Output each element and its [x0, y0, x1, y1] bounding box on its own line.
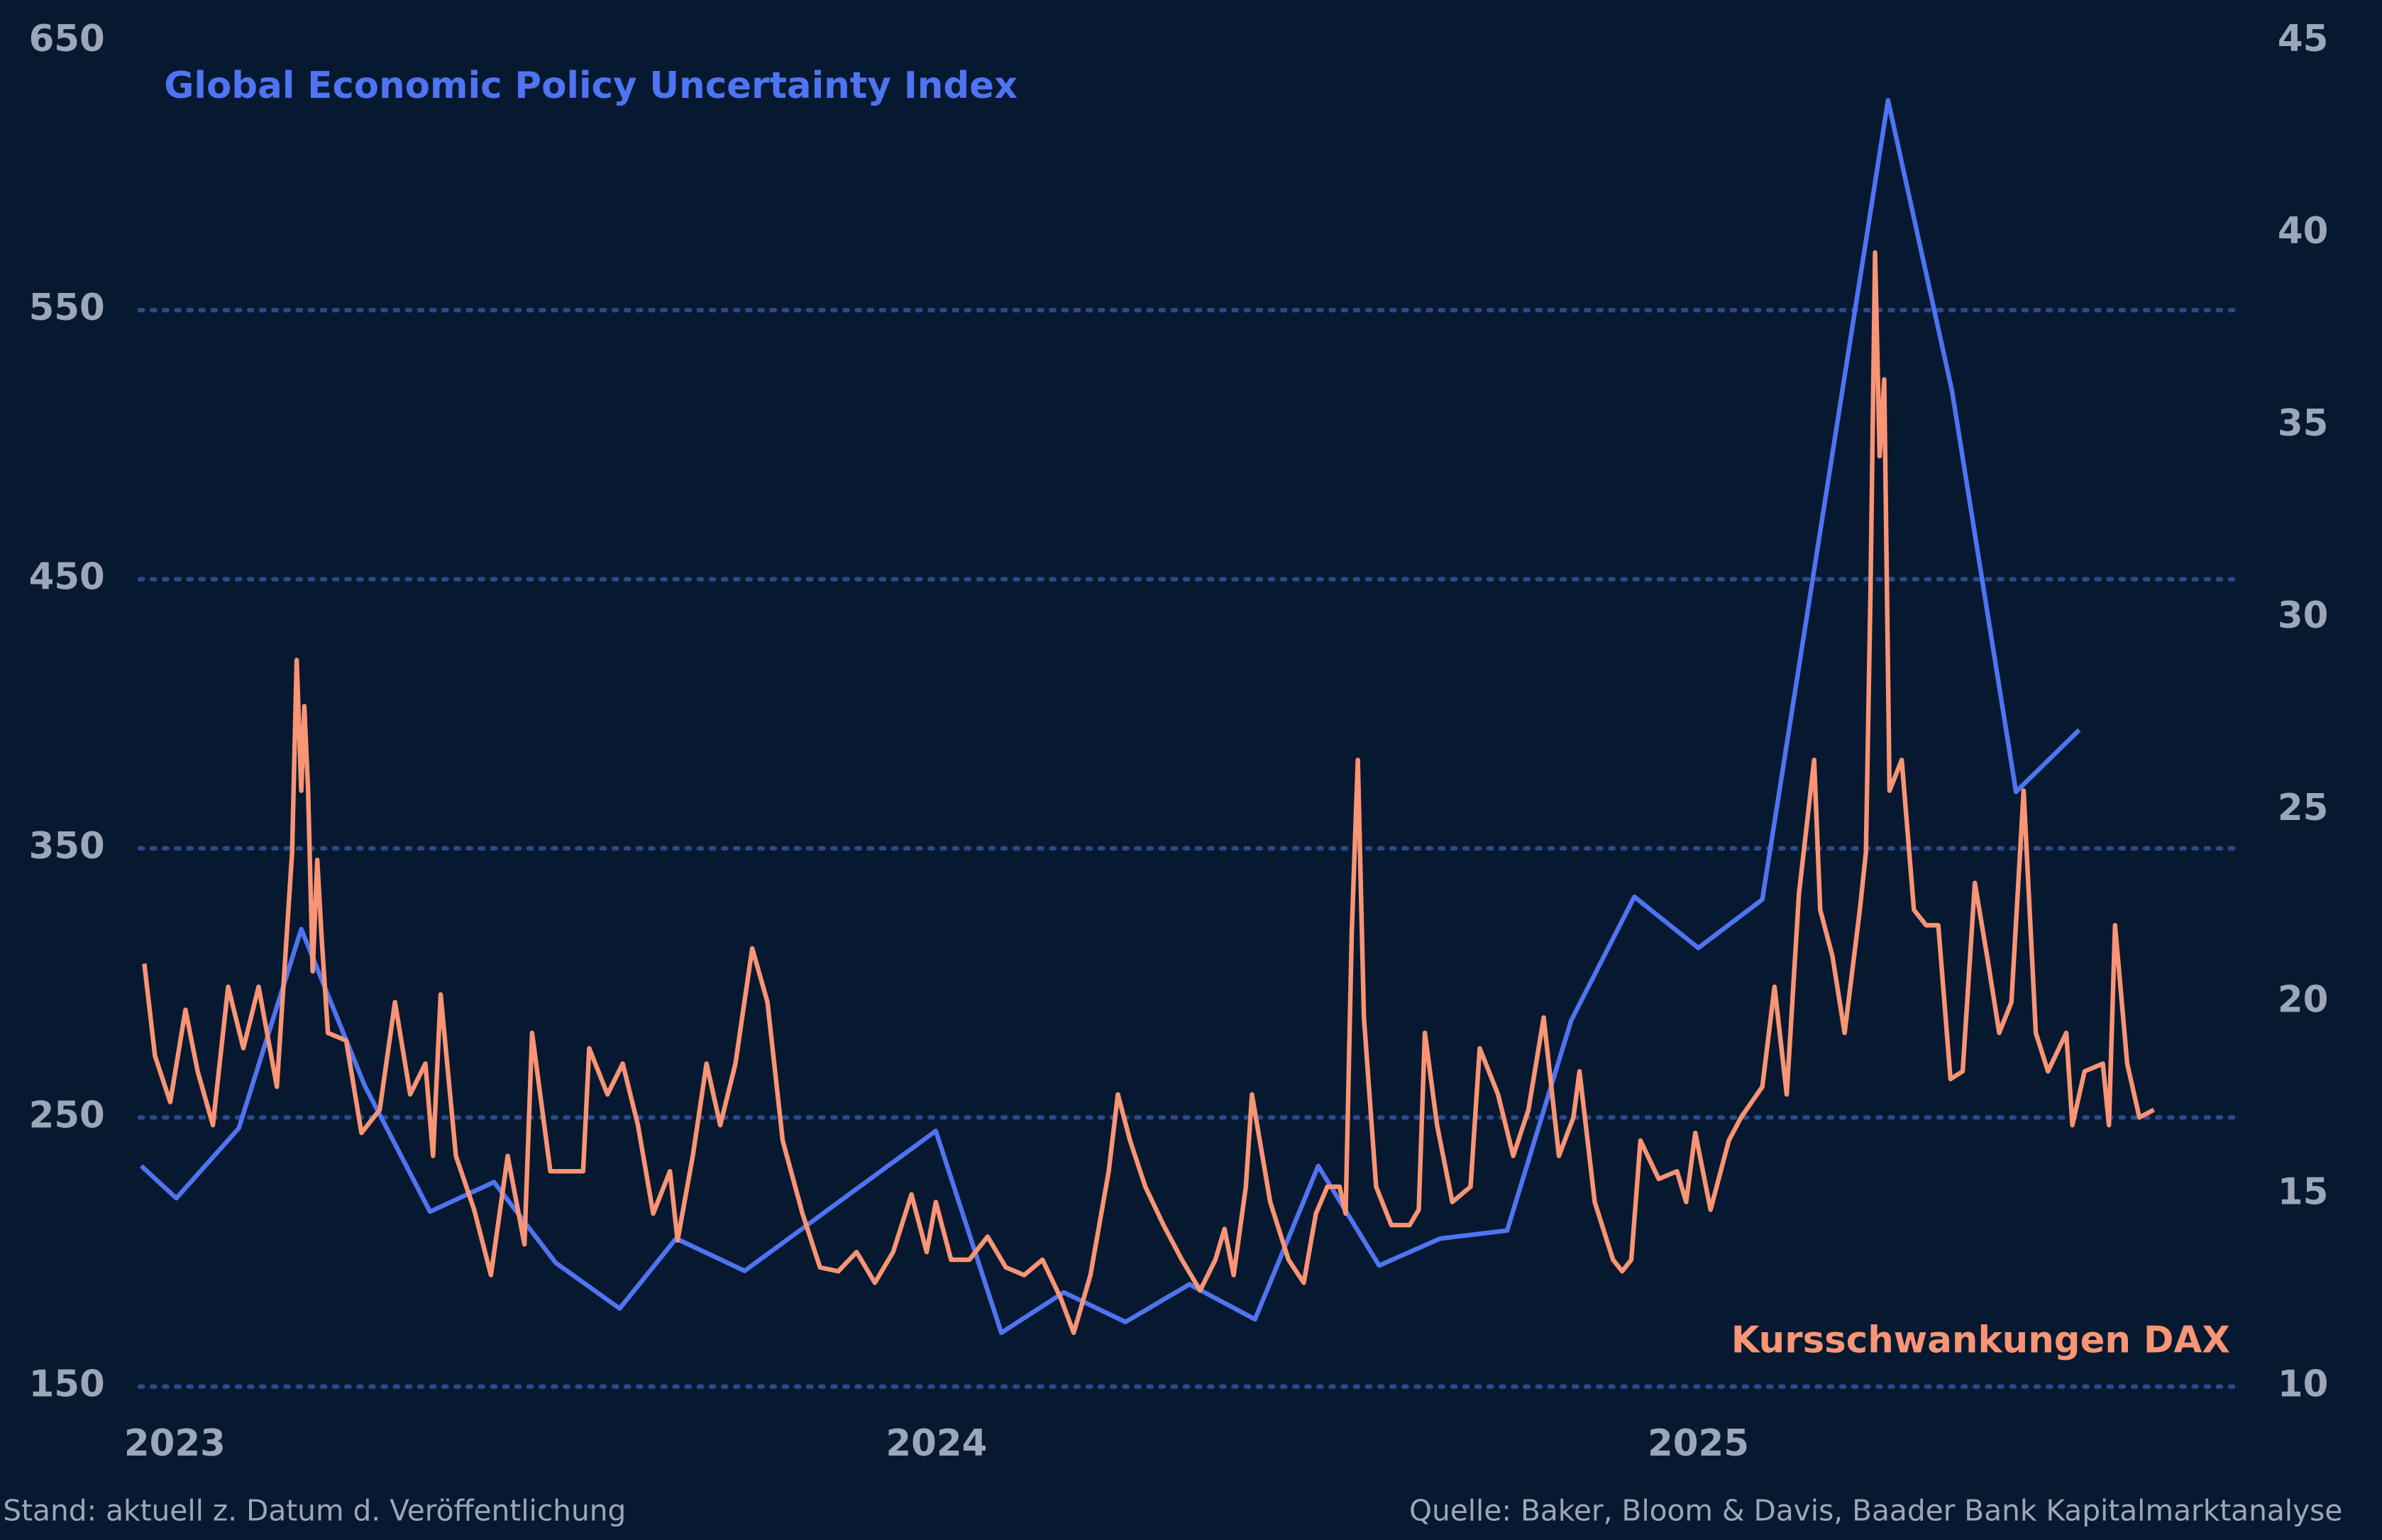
series-label: Kursschwankungen DAX — [1731, 1319, 2230, 1362]
x-tick-label: 2024 — [886, 1422, 987, 1465]
y-tick-label: 250 — [29, 1094, 105, 1136]
y-tick-label: 550 — [29, 287, 105, 329]
y-tick-label: 150 — [29, 1363, 105, 1406]
y2-tick-label: 15 — [2278, 1171, 2329, 1214]
y2-tick-label: 45 — [2278, 18, 2329, 60]
y2-tick-label: 10 — [2278, 1363, 2329, 1406]
y-tick-label: 350 — [29, 825, 105, 868]
series-label: Global Economic Policy Uncertainty Index — [164, 65, 1018, 107]
footnote: Stand: aktuell z. Datum d. Veröffentlich… — [3, 1493, 626, 1527]
y2-tick-label: 35 — [2278, 402, 2329, 445]
y2-tick-label: 40 — [2278, 210, 2329, 253]
x-tick-label: 2023 — [124, 1422, 226, 1465]
y2-tick-label: 20 — [2278, 979, 2329, 1021]
y2-tick-label: 30 — [2278, 594, 2329, 637]
source: Quelle: Baker, Bloom & Davis, Baader Ban… — [1409, 1493, 2342, 1527]
line-series — [142, 250, 2156, 1336]
x-tick-label: 2025 — [1648, 1422, 1749, 1465]
y2-tick-label: 25 — [2278, 787, 2329, 829]
y-tick-label: 650 — [29, 18, 105, 60]
line-series — [139, 98, 2081, 1336]
y-tick-label: 450 — [29, 556, 105, 599]
